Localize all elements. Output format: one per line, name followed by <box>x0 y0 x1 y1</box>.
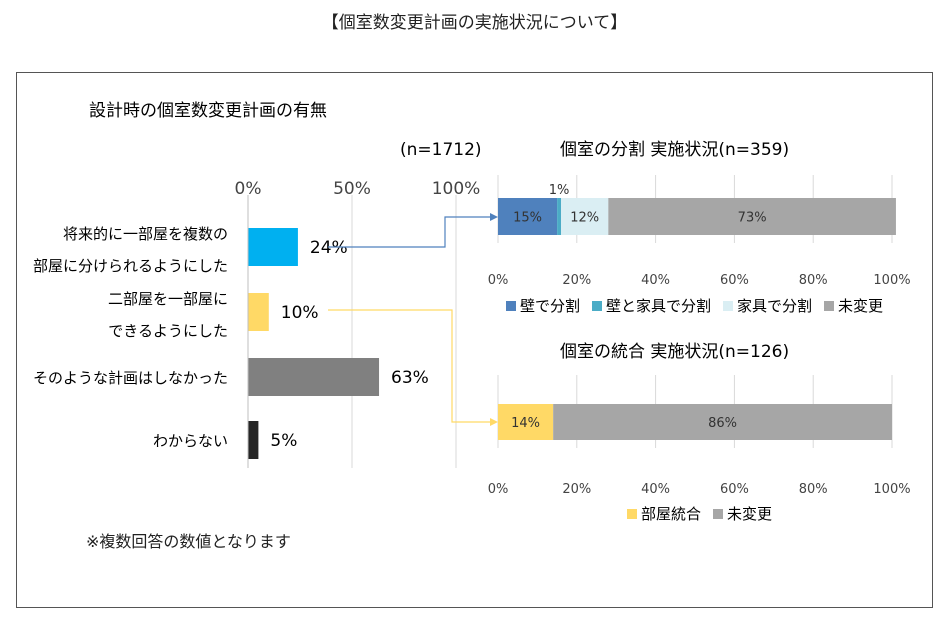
connector-arrowhead-merge <box>490 418 498 426</box>
split-chart-tick-label: 100% <box>873 273 910 288</box>
merge-chart-segment-label: 86% <box>708 416 737 431</box>
split-chart-tick-label: 0% <box>488 273 509 288</box>
split-chart-legend-label: 壁と家具で分割 <box>606 297 711 315</box>
left-chart-sample-size: (n=1712) <box>400 140 482 160</box>
split-chart-segment-label: 12% <box>570 211 599 226</box>
merge-chart-tick-label: 0% <box>488 482 509 497</box>
left-tick-label: 100% <box>432 179 481 199</box>
merge-chart-segment <box>553 404 892 440</box>
left-category-label: 将来的に一部屋を複数の <box>63 225 228 243</box>
left-value-label: 63% <box>391 368 429 388</box>
connector-arrow-split <box>328 216 492 248</box>
left-tick-label: 50% <box>333 179 371 199</box>
split-chart-legend-swatch <box>592 301 602 311</box>
left-category-label: わからない <box>153 432 228 450</box>
merge-chart-tick-label: 60% <box>720 482 749 497</box>
note-text: ※複数回答の数値となります <box>86 532 291 551</box>
split-chart-segment <box>557 198 562 235</box>
split-chart-tick-label: 20% <box>562 273 591 288</box>
left-value-label: 10% <box>281 303 319 323</box>
split-chart-segment <box>498 198 558 235</box>
split-chart-segment-label: 15% <box>513 211 542 226</box>
connector-arrowhead-split <box>490 213 498 221</box>
split-chart-legend-swatch <box>824 301 834 311</box>
split-chart-legend-label: 家具で分割 <box>737 297 812 315</box>
merge-chart-tick-label: 20% <box>562 482 591 497</box>
merge-chart-legend-swatch <box>627 509 637 519</box>
split-chart-tick-label: 80% <box>799 273 828 288</box>
merge-chart-tick-label: 40% <box>641 482 670 497</box>
split-chart-legend-swatch <box>506 301 516 311</box>
left-category-label: できるようにした <box>108 322 228 340</box>
left-value-label: 5% <box>270 431 297 451</box>
chart-frame <box>16 72 933 608</box>
split-chart-legend-label: 壁で分割 <box>520 297 580 315</box>
left-category-label: 部屋に分けられるようにした <box>33 257 228 275</box>
merge-chart-legend-label: 部屋統合 <box>641 505 701 523</box>
split-chart-legend-swatch <box>723 301 733 311</box>
left-bar <box>248 228 298 266</box>
merge-chart-tick-label: 80% <box>799 482 828 497</box>
merge-chart-legend-label: 未変更 <box>727 505 772 523</box>
split-chart-title: 個室の分割 実施状況(n=359) <box>560 140 789 160</box>
merge-chart-tick-label: 100% <box>873 482 910 497</box>
split-chart-tick-label: 60% <box>720 273 749 288</box>
split-chart-legend-label: 未変更 <box>838 297 883 315</box>
merge-chart-title: 個室の統合 実施状況(n=126) <box>560 342 789 362</box>
connector-arrow-merge <box>328 309 492 423</box>
left-tick-label: 0% <box>235 179 262 199</box>
merge-chart-legend-swatch <box>713 509 723 519</box>
split-chart-tick-label: 40% <box>641 273 670 288</box>
split-chart-segment <box>608 198 896 235</box>
merge-chart-segment-label: 14% <box>511 416 540 431</box>
page-title: 【個室数変更計画の実施状況について】 <box>321 13 628 33</box>
left-category-label: 二部屋を一部屋に <box>108 290 228 308</box>
left-bar <box>248 358 380 396</box>
left-chart-title: 設計時の個室数変更計画の有無 <box>89 101 327 121</box>
left-value-label: 24% <box>310 238 348 258</box>
split-chart-segment <box>561 198 609 235</box>
left-category-label: そのような計画はしなかった <box>33 369 228 387</box>
merge-chart-segment <box>498 404 554 440</box>
left-bar <box>248 421 259 459</box>
split-chart-segment-label: 73% <box>738 211 767 226</box>
left-bar <box>248 293 269 331</box>
split-chart-segment-label: 1% <box>549 183 570 198</box>
